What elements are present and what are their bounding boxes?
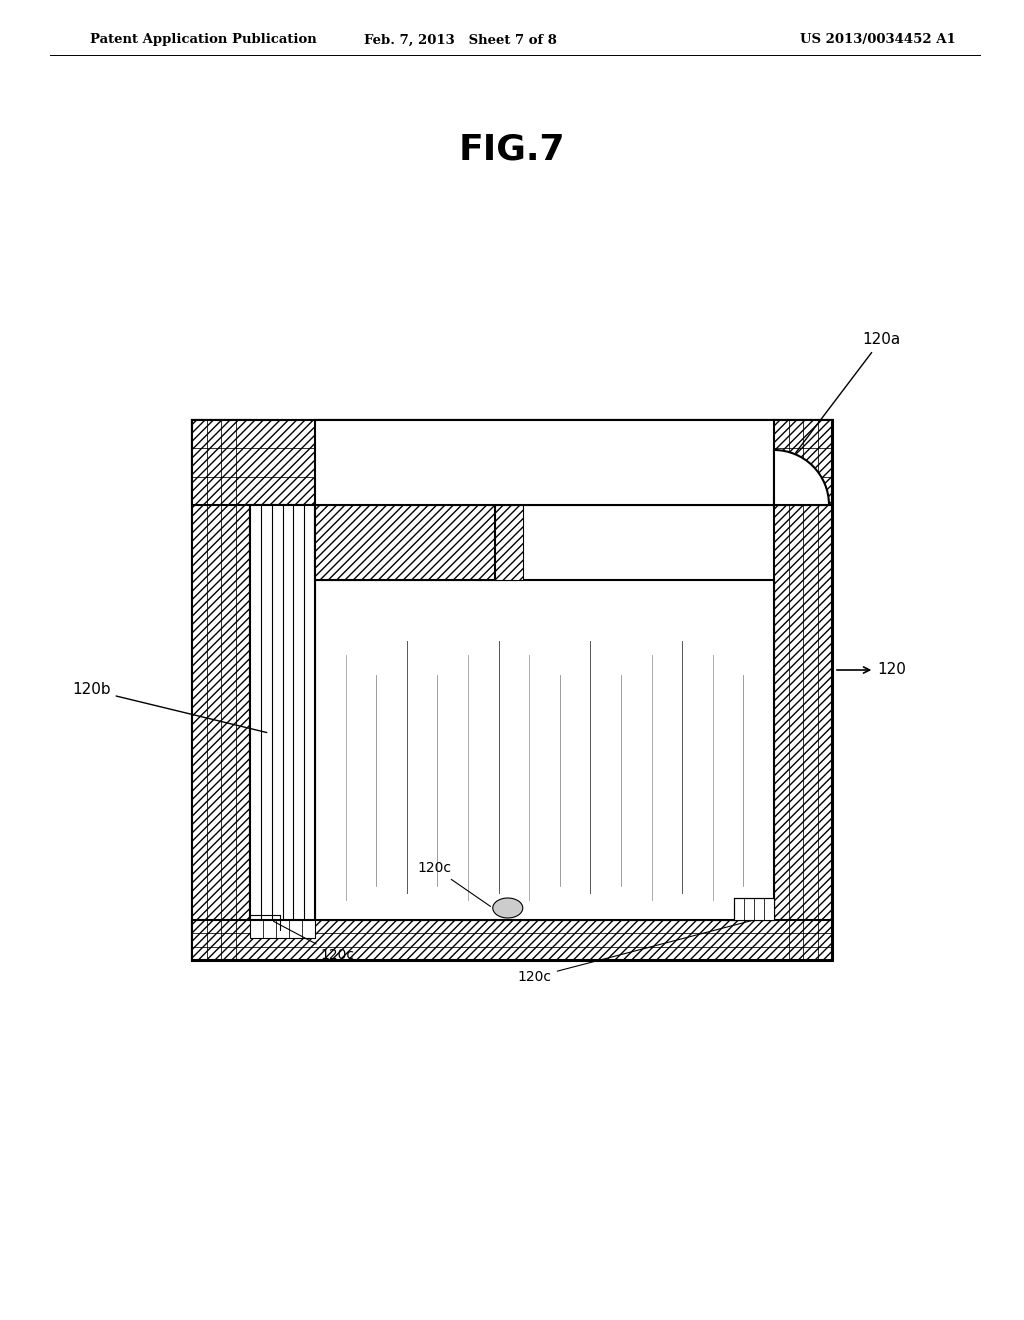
- Bar: [250, 920, 315, 939]
- Bar: [315, 420, 774, 506]
- Text: 120: 120: [837, 663, 906, 677]
- Text: 120a: 120a: [796, 333, 900, 453]
- Bar: [774, 420, 831, 960]
- Text: 120b: 120b: [72, 682, 267, 733]
- Bar: [734, 898, 774, 920]
- Bar: [193, 420, 250, 960]
- Wedge shape: [774, 450, 829, 506]
- Text: Feb. 7, 2013   Sheet 7 of 8: Feb. 7, 2013 Sheet 7 of 8: [364, 33, 556, 46]
- Ellipse shape: [493, 898, 523, 917]
- Text: Patent Application Publication: Patent Application Publication: [90, 33, 316, 46]
- Text: 120c: 120c: [418, 861, 490, 907]
- Text: FIG.7: FIG.7: [459, 133, 565, 168]
- Text: US 2013/0034452 A1: US 2013/0034452 A1: [800, 33, 955, 46]
- Bar: [315, 506, 495, 579]
- Bar: [495, 506, 523, 579]
- Bar: [193, 420, 831, 960]
- Bar: [193, 420, 831, 506]
- Text: 120c: 120c: [518, 920, 752, 983]
- Bar: [315, 579, 774, 920]
- Bar: [250, 506, 315, 920]
- Text: 120c: 120c: [273, 921, 354, 962]
- Bar: [193, 920, 831, 960]
